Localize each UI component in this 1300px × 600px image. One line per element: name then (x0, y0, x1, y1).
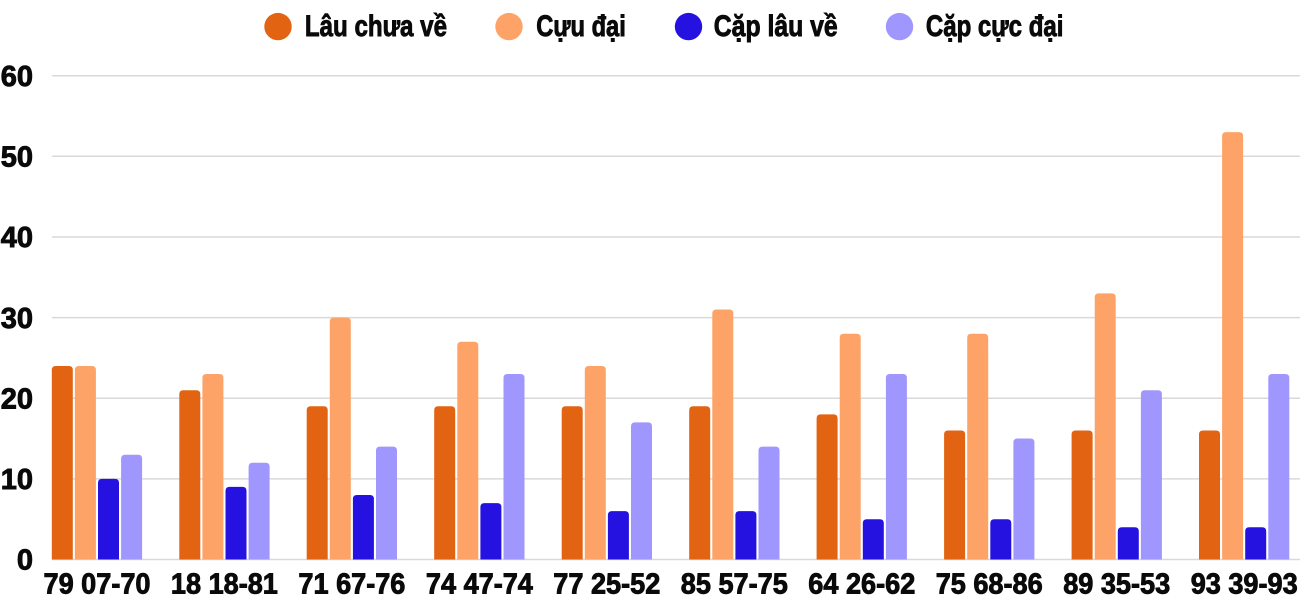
svg-text:0: 0 (17, 545, 33, 577)
svg-text:10: 10 (1, 464, 33, 496)
svg-text:74 47-74: 74 47-74 (426, 569, 533, 600)
svg-text:71 67-76: 71 67-76 (298, 569, 405, 600)
svg-text:Cặp lâu về: Cặp lâu về (714, 10, 838, 43)
svg-text:Cặp cực đại: Cặp cực đại (926, 10, 1064, 43)
svg-text:Lâu chưa về: Lâu chưa về (305, 10, 447, 43)
svg-text:85 57-75: 85 57-75 (681, 569, 788, 600)
svg-text:60: 60 (1, 61, 33, 93)
svg-text:20: 20 (1, 383, 33, 415)
svg-text:50: 50 (1, 142, 33, 174)
svg-text:89 35-53: 89 35-53 (1063, 569, 1170, 600)
svg-text:77 25-52: 77 25-52 (553, 569, 660, 600)
svg-text:75 68-86: 75 68-86 (936, 569, 1043, 600)
svg-text:40: 40 (1, 222, 33, 254)
svg-text:Cựu đại: Cựu đại (536, 10, 626, 43)
svg-text:30: 30 (1, 303, 33, 335)
svg-text:93 39-93: 93 39-93 (1191, 569, 1298, 600)
svg-text:64 26-62: 64 26-62 (808, 569, 915, 600)
svg-text:18 18-81: 18 18-81 (171, 569, 278, 600)
svg-text:79 07-70: 79 07-70 (44, 569, 151, 600)
